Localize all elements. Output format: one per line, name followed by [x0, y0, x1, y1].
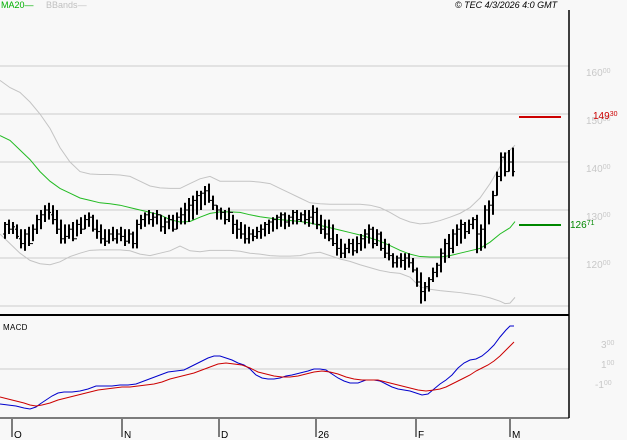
- svg-text:16000: 16000: [586, 68, 611, 79]
- svg-text:14000: 14000: [586, 164, 611, 175]
- macd-lines: [0, 325, 515, 410]
- svg-text:D: D: [221, 430, 228, 440]
- svg-text:26: 26: [318, 430, 330, 440]
- svg-text:M: M: [512, 430, 520, 440]
- legend-ma20-swatch: —: [24, 0, 34, 10]
- price-axis: 16000 15000 14000 13000 12000 300 100 -100: [586, 68, 614, 391]
- svg-text:12000: 12000: [586, 260, 611, 271]
- last-price-label: 14930: [593, 111, 618, 122]
- svg-text:15000: 15000: [586, 116, 611, 127]
- svg-text:N: N: [124, 430, 131, 440]
- legend-bbands: BBands: [46, 0, 78, 10]
- bollinger-bands: [0, 79, 516, 305]
- svg-text:100: 100: [601, 360, 614, 371]
- legend-bbands-swatch: —: [77, 0, 87, 10]
- svg-text:O: O: [14, 430, 22, 440]
- copyright-timestamp: © TEC 4/3/2026 4:0 GMT: [455, 0, 558, 10]
- ma20-value-label: 12671: [570, 220, 595, 231]
- chart-frame: [0, 10, 570, 419]
- macd-panel-title: MACD: [3, 323, 28, 332]
- svg-text:13000: 13000: [586, 212, 611, 223]
- legend-ma20: MA20: [1, 0, 25, 10]
- gridlines: [0, 65, 569, 370]
- ohlc-bars: [3, 147, 515, 304]
- ma20-line: [0, 135, 516, 258]
- time-axis: O N D 26 F M: [11, 419, 520, 440]
- level-markers: [519, 116, 561, 226]
- svg-text:-100: -100: [595, 380, 612, 391]
- svg-text:F: F: [418, 430, 424, 440]
- svg-text:300: 300: [601, 340, 614, 351]
- chart-legend: MA20— BBands—: [1, 0, 87, 11]
